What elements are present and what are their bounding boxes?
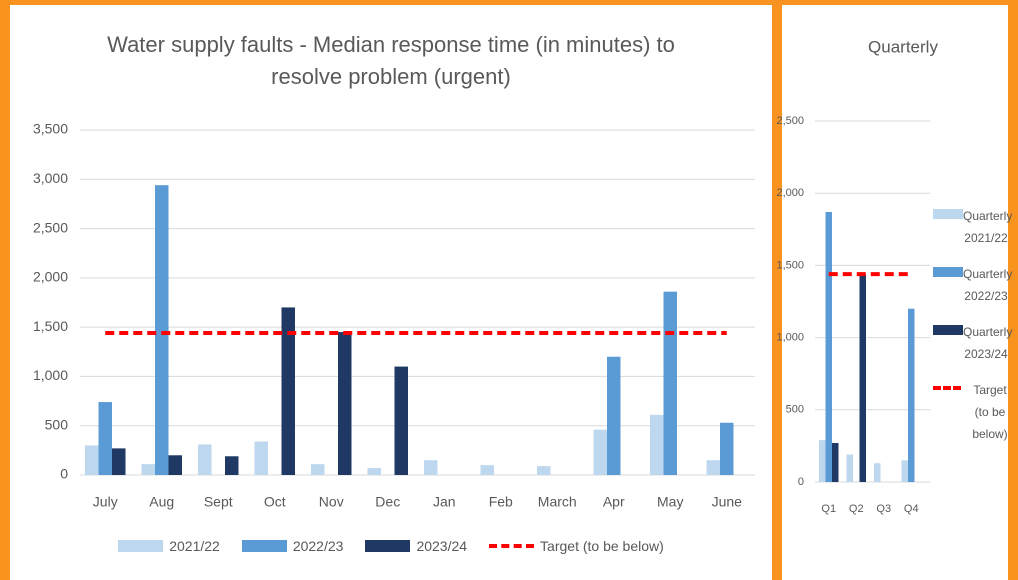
- bar: [281, 307, 295, 475]
- legend-swatch: [365, 540, 411, 552]
- y-tick-label: 3,500: [33, 121, 68, 137]
- y-tick-label: 2,000: [776, 187, 804, 199]
- legend-swatch: [933, 209, 963, 219]
- bar: [424, 460, 438, 475]
- legend-item: Quarterly 2023/24: [933, 321, 1013, 365]
- bar: [859, 274, 866, 482]
- legend-item: Quarterly 2022/23: [933, 263, 1013, 307]
- bar: [98, 402, 112, 475]
- x-tick-label: March: [538, 494, 577, 510]
- x-tick-label: July: [93, 494, 118, 510]
- legend-line-swatch: [933, 386, 961, 390]
- x-tick-label: Jan: [433, 494, 456, 510]
- y-tick-label: 500: [45, 416, 69, 432]
- y-tick-label: 3,000: [33, 170, 68, 186]
- legend-item: Quarterly 2021/22: [933, 205, 1013, 249]
- bar: [394, 366, 408, 475]
- bar: [908, 308, 915, 482]
- x-tick-label: May: [657, 494, 683, 510]
- x-tick-label: Q3: [876, 503, 891, 515]
- legend-label: Quarterly 2021/22: [963, 209, 1013, 245]
- legend-item: Target (to be below): [933, 379, 1013, 445]
- bar: [607, 356, 621, 475]
- legend-item: Target (to be below): [489, 538, 664, 554]
- bar: [825, 211, 832, 483]
- x-tick-label: Oct: [264, 494, 286, 510]
- legend: 2021/22 2022/23 2023/24 Target (to be below…: [10, 538, 772, 554]
- x-tick-label: Feb: [489, 494, 513, 510]
- bar: [112, 448, 126, 475]
- y-tick-label: 1,000: [776, 332, 804, 344]
- y-tick-label: 1,500: [776, 259, 804, 271]
- legend-label: 2021/22: [169, 538, 220, 554]
- bar: [846, 454, 853, 482]
- bar: [311, 464, 325, 475]
- legend-label: 2022/23: [292, 538, 344, 554]
- legend-item: 2023/24: [365, 538, 467, 554]
- bar: [85, 445, 99, 475]
- bar: [874, 463, 881, 482]
- bar: [480, 465, 494, 475]
- right-panel: [782, 5, 1008, 580]
- x-tick-label: Q1: [821, 503, 836, 515]
- bar: [155, 185, 169, 475]
- legend-item: 2021/22: [118, 538, 220, 554]
- bar: [537, 466, 551, 475]
- bar: [225, 456, 239, 475]
- x-tick-label: Sept: [204, 494, 233, 510]
- chart-title: Quarterly: [868, 37, 938, 56]
- y-tick-label: 2,500: [33, 219, 68, 235]
- bar: [338, 332, 352, 475]
- bar: [901, 460, 908, 482]
- left-panel: [10, 5, 772, 580]
- legend-swatch: [933, 267, 963, 277]
- y-tick-label: 500: [786, 404, 804, 416]
- bar: [141, 464, 155, 475]
- bar: [367, 468, 381, 475]
- legend-label: Quarterly 2022/23: [963, 267, 1013, 303]
- bar: [663, 291, 677, 475]
- x-tick-label: Nov: [319, 494, 344, 510]
- x-tick-label: Dec: [375, 494, 400, 510]
- legend-label: Target (to be below): [972, 383, 1008, 441]
- bar: [720, 422, 734, 475]
- legend-line-swatch: [489, 544, 535, 548]
- y-tick-label: 0: [798, 476, 804, 488]
- y-tick-label: 2,500: [776, 115, 804, 127]
- bar: [706, 460, 720, 475]
- legend-swatch: [933, 325, 963, 335]
- y-tick-label: 0: [60, 466, 68, 482]
- x-tick-label: Apr: [603, 494, 625, 510]
- y-tick-label: 1,000: [33, 367, 68, 383]
- bar: [593, 429, 607, 475]
- x-tick-label: June: [712, 494, 743, 510]
- legend: Quarterly 2021/22 Quarterly 2022/23 Quarte…: [933, 205, 1013, 445]
- bar: [819, 440, 826, 482]
- legend-label: Target (to be below): [540, 538, 664, 554]
- chart-title: Water supply faults - Median response ti…: [107, 32, 675, 57]
- legend-label: Quarterly 2023/24: [963, 325, 1013, 361]
- legend-swatch: [118, 540, 164, 552]
- bar: [168, 455, 182, 475]
- y-tick-label: 1,500: [33, 318, 68, 334]
- x-tick-label: Q4: [904, 503, 919, 515]
- bar: [650, 414, 664, 475]
- chart-title: resolve problem (urgent): [271, 64, 511, 89]
- bar: [198, 444, 212, 475]
- y-tick-label: 2,000: [33, 269, 68, 285]
- x-tick-label: Q2: [849, 503, 864, 515]
- legend-swatch: [241, 540, 287, 552]
- x-tick-label: Aug: [149, 494, 174, 510]
- legend-label: 2023/24: [416, 538, 468, 554]
- bar: [832, 443, 839, 482]
- bar: [254, 441, 268, 475]
- legend-item: 2022/23: [241, 538, 344, 554]
